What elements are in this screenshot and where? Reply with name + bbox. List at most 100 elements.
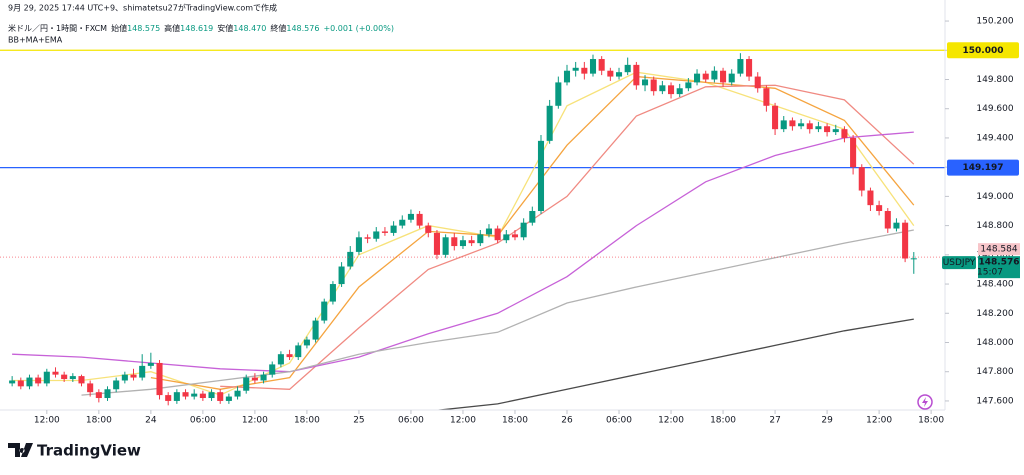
candle-body: [754, 76, 761, 89]
candle-body: [780, 120, 787, 130]
indicator-line: [81, 229, 914, 396]
current-price-label: 148.584: [980, 245, 1017, 255]
candle-body: [694, 73, 701, 83]
y-tick-label: 148.400: [976, 280, 1013, 290]
price-level-label: 149.197: [963, 163, 1004, 173]
candle-body: [798, 123, 805, 127]
candle-body: [442, 237, 449, 255]
candle-body: [910, 258, 917, 260]
change: +0.001 (+0.00%): [323, 24, 394, 33]
ohlc-value: 148.619: [180, 24, 213, 33]
legend: 米ドル／円・1時間・FXCM 始値148.575 高値148.619 安値148.47…: [8, 23, 394, 33]
candle-body: [511, 234, 519, 238]
candle-body: [347, 251, 354, 267]
candle-body: [468, 240, 475, 244]
candle-body: [191, 393, 198, 397]
x-tick-label: 29: [821, 416, 833, 426]
y-tick-label: 147.800: [976, 367, 1013, 377]
candle-body: [173, 392, 180, 401]
candle-body: [520, 222, 527, 238]
y-tick-label: 150.200: [976, 17, 1013, 27]
candle-body: [329, 284, 336, 302]
candle-body: [321, 301, 328, 321]
candle-body: [35, 377, 42, 384]
candle-body: [251, 377, 258, 381]
x-tick-label: 18:00: [918, 416, 944, 426]
x-tick-label: 12:00: [242, 416, 268, 426]
ohlc-label: 終値: [270, 23, 286, 33]
candle-body: [78, 376, 85, 384]
ohlc-value: 148.470: [233, 24, 266, 33]
price-level-label: 150.000: [963, 46, 1004, 56]
candle-body: [43, 371, 50, 384]
candle-body: [121, 374, 128, 381]
candle-body: [711, 70, 718, 80]
price-level-tag: [947, 159, 1019, 176]
ohlc-value: 148.575: [127, 24, 160, 33]
candle-body: [407, 213, 414, 220]
candle-body: [572, 67, 579, 71]
ohlc-label: 安値: [217, 23, 233, 33]
candle-body: [130, 374, 137, 378]
candle-body: [641, 79, 649, 86]
candle-body: [841, 129, 848, 138]
candle-body: [26, 377, 33, 387]
candle-body: [815, 126, 822, 130]
candle-body: [338, 266, 345, 285]
x-tick-label: 18:00: [502, 416, 528, 426]
indicator-line: [433, 318, 914, 410]
candle-body: [832, 129, 839, 133]
created-note: 9月 29, 2025 17:44 UTC+9、shimatetsu27がTra…: [8, 3, 277, 13]
candle-body: [537, 140, 545, 211]
brand: TradingView: [37, 442, 141, 460]
candle-body: [165, 395, 172, 401]
candle-body: [199, 393, 206, 399]
candle-body: [399, 219, 406, 226]
x-tick-label: 12:00: [34, 416, 60, 426]
candle-body: [581, 67, 588, 74]
candle-body: [676, 88, 683, 95]
ohlc-label: 高値: [164, 23, 180, 33]
countdown-label: 15:07: [977, 268, 1003, 278]
candle-body: [156, 362, 163, 396]
candle-body: [555, 82, 562, 106]
candle-body: [494, 228, 501, 241]
candle-body: [685, 82, 692, 89]
candle-body: [286, 354, 293, 358]
plot-area: [0, 49, 945, 410]
candle-body: [451, 237, 458, 247]
candle-body: [355, 237, 362, 252]
x-tick-label: 06:00: [190, 416, 216, 426]
x-tick-label: 26: [561, 416, 573, 426]
candle-body: [433, 232, 440, 255]
candle-body: [789, 120, 796, 127]
x-tick-label: 12:00: [866, 416, 892, 426]
candle-body: [225, 396, 232, 401]
candle-body: [737, 59, 744, 74]
candle-body: [668, 85, 675, 95]
x-tick-label: 18:00: [710, 416, 736, 426]
candle-body: [876, 205, 883, 211]
alert-icon[interactable]: [917, 394, 933, 410]
candle-body: [95, 392, 102, 399]
candle-body: [260, 374, 267, 381]
candle-body: [477, 234, 484, 244]
candle-body: [589, 59, 597, 74]
candle-body: [52, 371, 59, 375]
candle-body: [529, 210, 536, 223]
candle-body: [303, 339, 310, 346]
candle-body: [381, 231, 388, 233]
y-tick-label: 148.000: [976, 338, 1013, 348]
candle-body: [139, 365, 146, 378]
candle-body: [61, 374, 68, 380]
price-level-tag: [947, 42, 1019, 59]
candle-body: [850, 137, 857, 168]
candle-body: [720, 70, 727, 83]
candle-body: [208, 392, 215, 399]
candle-body: [69, 376, 76, 380]
candle-body: [147, 362, 154, 366]
candle-body: [563, 70, 571, 83]
candle-body: [624, 64, 631, 73]
candle-body: [113, 380, 120, 390]
